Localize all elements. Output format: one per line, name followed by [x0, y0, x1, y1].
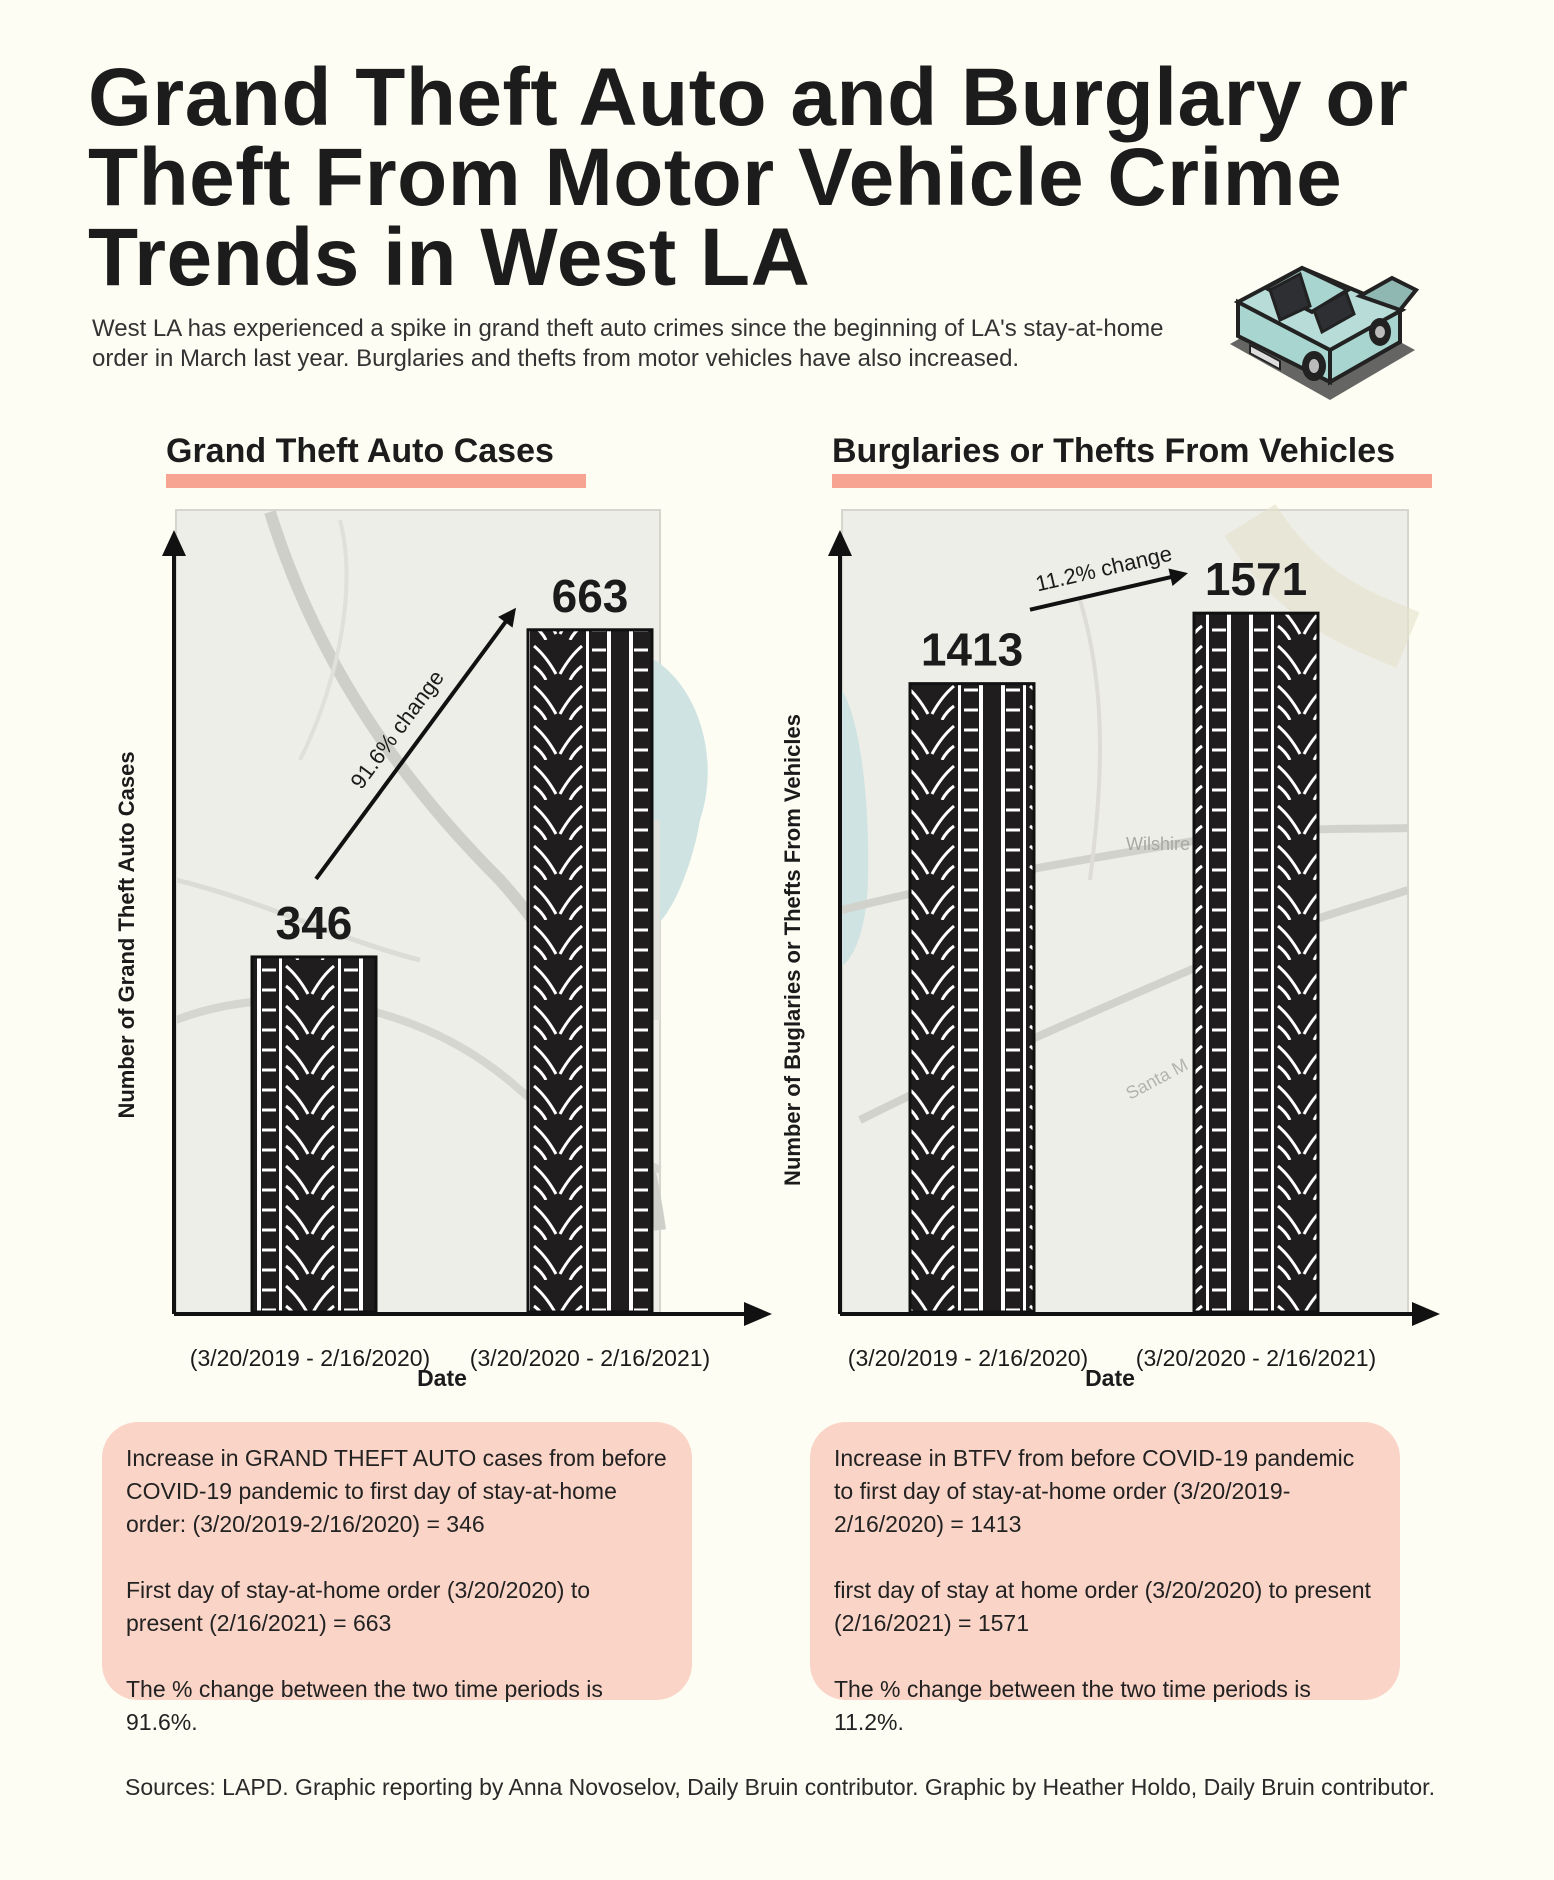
chart2-tick-label-before: (3/20/2019 - 2/16/2020)	[848, 1345, 1088, 1371]
chart2-title-underline	[832, 474, 1432, 488]
gta-summary-after: First day of stay-at-home order (3/20/20…	[126, 1577, 591, 1636]
chart1-axes	[162, 530, 772, 1326]
chart1-bar-after	[526, 628, 654, 1314]
sources-credit: Sources: LAPD. Graphic reporting by Anna…	[125, 1774, 1435, 1800]
chart2-bar-after	[1192, 611, 1320, 1314]
chart2-bar-before	[908, 682, 1036, 1314]
chart1-change-arrowhead	[498, 607, 516, 628]
btfv-summary-box: Increase in BTFV from before COVID-19 pa…	[810, 1422, 1400, 1735]
chart1-title-underline	[166, 474, 586, 488]
chart1-title: Grand Theft Auto Cases	[166, 432, 554, 470]
chart1-x-axis-label: Date	[417, 1365, 467, 1391]
chart2-value-label-before: 1413	[921, 624, 1023, 676]
infographic-title: Grand Theft Auto and Burglary or Theft F…	[88, 52, 1409, 303]
btfv-summary-change: The % change between the two time period…	[834, 1676, 1311, 1735]
chart1-value-label-before: 346	[276, 897, 353, 949]
chart2-axes	[828, 530, 1440, 1326]
btfv-summary-after: first day of stay at home order (3/20/20…	[834, 1577, 1371, 1636]
chart2-tick-label-after: (3/20/2020 - 2/16/2021)	[1136, 1345, 1376, 1371]
car-icon	[1230, 265, 1420, 400]
charts-area: Wilshire Santa M 346 663 91.6% change (3…	[114, 503, 1440, 1391]
chart1-value-label-after: 663	[552, 570, 629, 622]
chart1-change-arrow	[314, 620, 508, 881]
gta-summary-change: The % change between the two time period…	[126, 1676, 603, 1735]
chart2-title: Burglaries or Thefts From Vehicles	[832, 432, 1396, 470]
chart1-tick-label-before: (3/20/2019 - 2/16/2020)	[190, 1345, 430, 1371]
chart2-x-axis-label: Date	[1085, 1365, 1135, 1391]
chart1-y-axis-label: Number of Grand Theft Auto Cases	[114, 751, 139, 1118]
gta-summary-box: Increase in GRAND THEFT AUTO cases from …	[102, 1422, 692, 1735]
btfv-summary-before: Increase in BTFV from before COVID-19 pa…	[834, 1445, 1355, 1537]
chart2-value-label-after: 1571	[1205, 553, 1307, 605]
chart2-y-axis-label: Number of Buglaries or Thefts From Vehic…	[780, 714, 805, 1186]
gta-summary-before: Increase in GRAND THEFT AUTO cases from …	[126, 1445, 667, 1537]
map-label-wilshire: Wilshire	[1126, 834, 1190, 854]
infographic-subtitle: West LA has experienced a spike in grand…	[92, 315, 1164, 372]
chart1-tick-label-after: (3/20/2020 - 2/16/2021)	[470, 1345, 710, 1371]
chart1-bar-before	[250, 955, 378, 1314]
chart2-change-arrow	[1029, 573, 1179, 612]
chart2-change-arrowhead	[1168, 568, 1188, 586]
